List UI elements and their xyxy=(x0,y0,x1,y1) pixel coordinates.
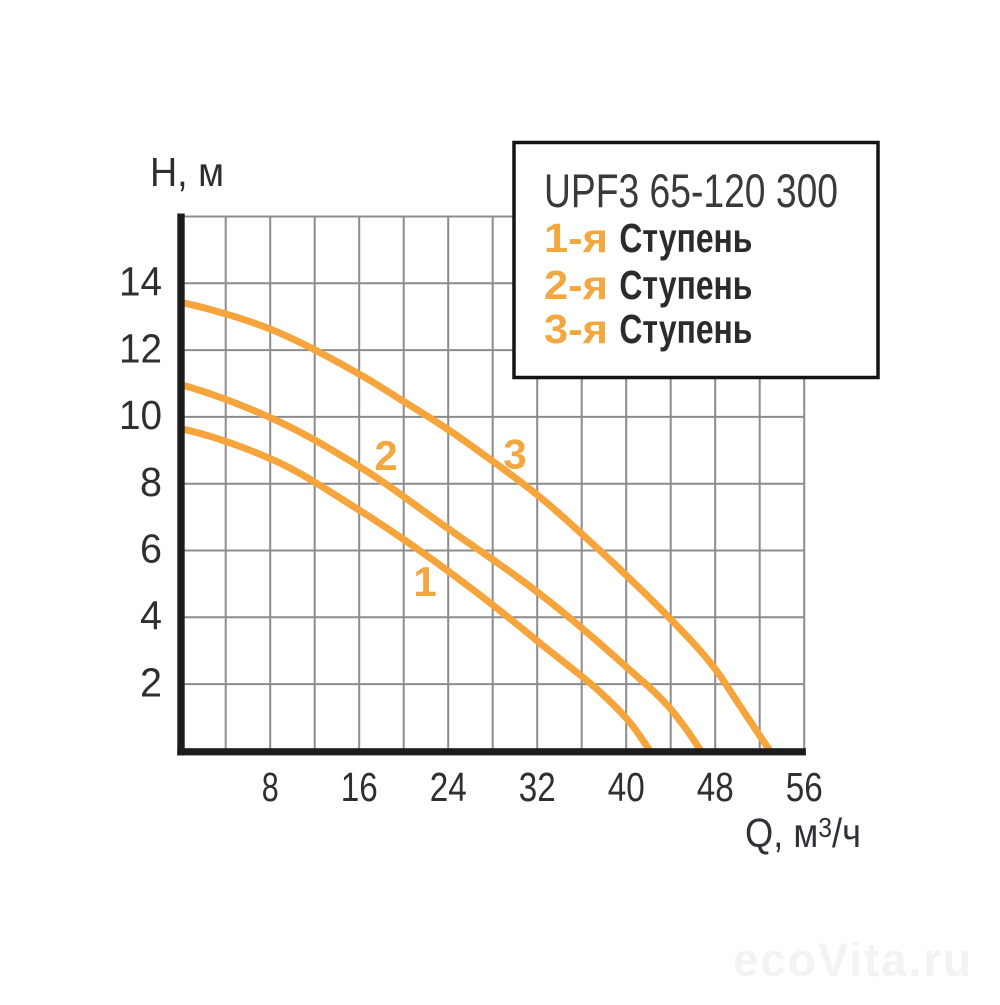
svg-text:6: 6 xyxy=(140,526,162,572)
svg-text:56: 56 xyxy=(786,764,823,810)
svg-text:2-я Ступень: 2-я Ступень xyxy=(544,262,752,308)
svg-text:14: 14 xyxy=(119,259,162,305)
svg-text:2: 2 xyxy=(374,432,397,479)
svg-text:16: 16 xyxy=(341,764,378,810)
svg-text:32: 32 xyxy=(519,764,556,810)
svg-text:3-я Ступень: 3-я Ступень xyxy=(544,306,752,352)
svg-text:40: 40 xyxy=(608,764,645,810)
svg-text:24: 24 xyxy=(430,764,467,810)
svg-text:4: 4 xyxy=(140,593,162,639)
svg-text:1-я Ступень: 1-я Ступень xyxy=(544,215,752,261)
svg-text:UPF3 65-120 300: UPF3 65-120 300 xyxy=(544,164,838,217)
svg-text:8: 8 xyxy=(140,459,162,505)
svg-text:48: 48 xyxy=(697,764,734,810)
svg-text:H, м: H, м xyxy=(150,149,224,195)
svg-text:3: 3 xyxy=(503,431,526,478)
svg-text:ecoVita.ru: ecoVita.ru xyxy=(733,933,973,986)
svg-text:12: 12 xyxy=(119,325,162,371)
svg-text:10: 10 xyxy=(119,392,162,438)
svg-text:2: 2 xyxy=(140,659,162,705)
svg-text:Q, м3/ч: Q, м3/ч xyxy=(745,810,861,856)
svg-text:1: 1 xyxy=(413,558,436,605)
svg-text:8: 8 xyxy=(262,764,279,810)
